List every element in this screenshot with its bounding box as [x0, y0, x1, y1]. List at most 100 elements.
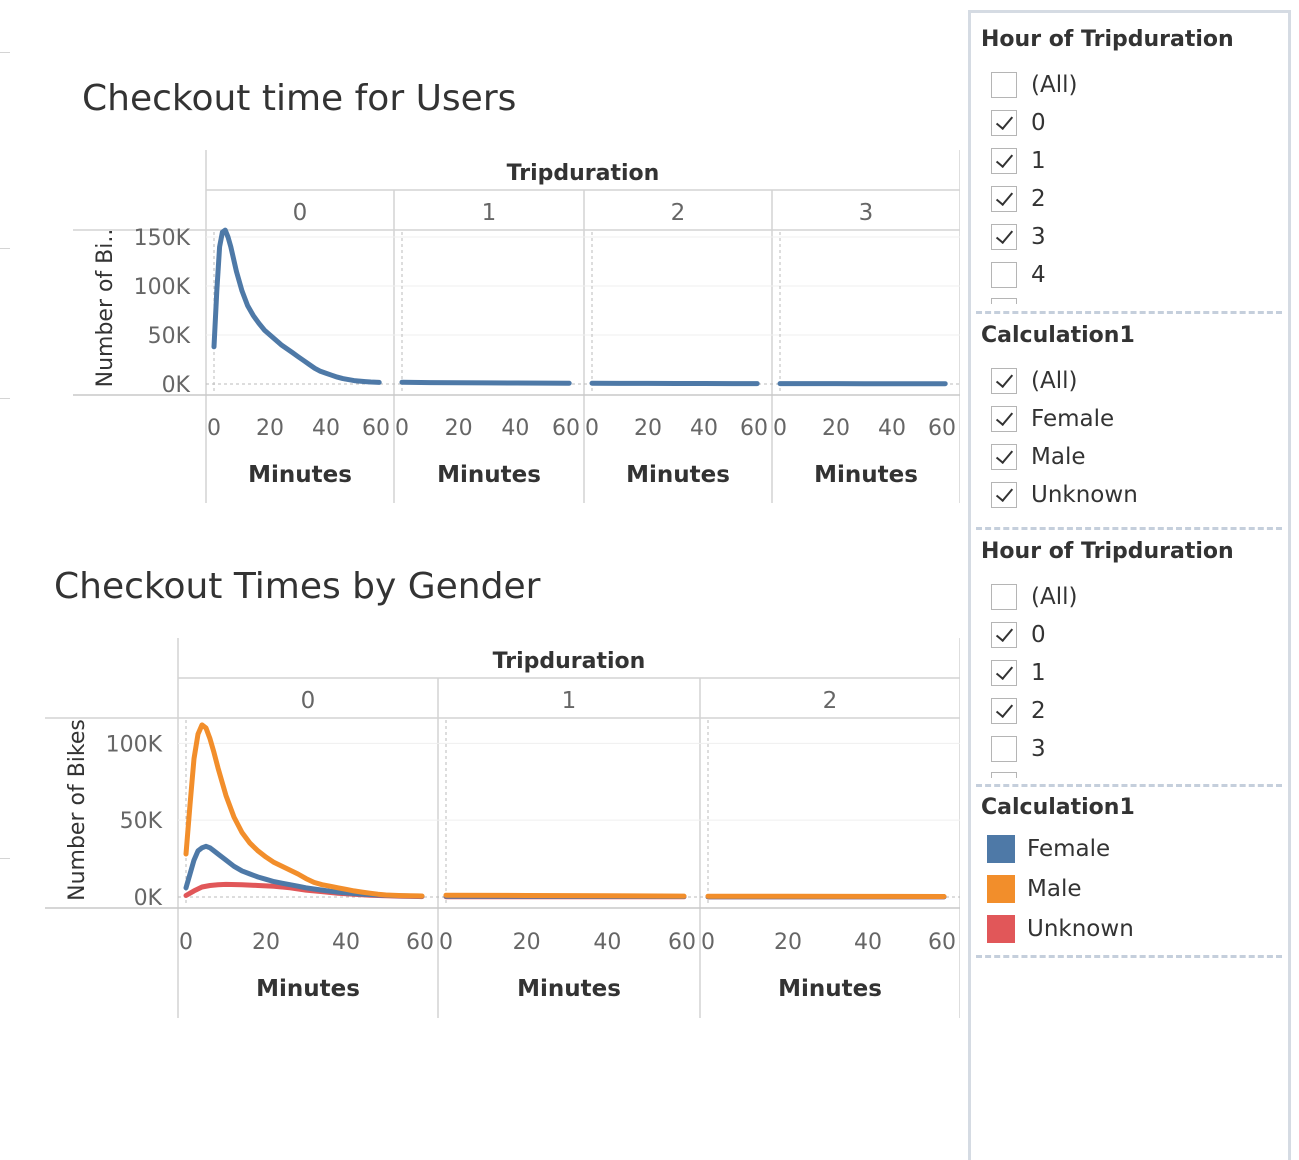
- y-tick-label: 50K: [120, 809, 163, 834]
- panel-header-label: 1: [482, 200, 497, 226]
- legend-label: Male: [1027, 876, 1081, 902]
- checkbox-checked[interactable]: [991, 444, 1017, 470]
- x-tick-label: 0: [585, 416, 599, 441]
- checkbox[interactable]: [991, 736, 1017, 762]
- filter-title-hour-1: Hour of Tripduration: [981, 27, 1234, 52]
- checkbox[interactable]: [991, 584, 1017, 610]
- x-tick-label: 60: [406, 930, 434, 955]
- option-label: 3: [1031, 224, 1046, 250]
- panel-separator: [976, 784, 1282, 787]
- filter-option-2[interactable]: 2: [991, 184, 1046, 214]
- filter-option-1[interactable]: 1: [991, 658, 1046, 688]
- filter-option-all[interactable]: (All): [991, 582, 1077, 612]
- legend-item-male[interactable]: Male: [987, 874, 1081, 904]
- filter-option-1[interactable]: 1: [991, 146, 1046, 176]
- x-tick-label: 20: [822, 416, 850, 441]
- checkbox-checked[interactable]: [991, 224, 1017, 250]
- y-tick-label: 100K: [134, 275, 191, 300]
- option-label: 3: [1031, 736, 1046, 762]
- filter-option-3[interactable]: 3: [991, 734, 1046, 764]
- filter-option-partial: [991, 772, 1031, 778]
- option-label: 4: [1031, 262, 1046, 288]
- option-label: 0: [1031, 622, 1046, 648]
- panel-separator: [976, 955, 1282, 958]
- option-label: (All): [1031, 584, 1077, 610]
- filter-option-female[interactable]: Female: [991, 404, 1114, 434]
- x-tick-label: 0: [207, 416, 221, 441]
- filter-option-2[interactable]: 2: [991, 696, 1046, 726]
- option-label: (All): [1031, 368, 1077, 394]
- x-tick-label: 0: [773, 416, 787, 441]
- y-tick-label: 50K: [148, 324, 191, 349]
- x-axis-title: Minutes: [248, 462, 352, 488]
- x-tick-label: 0: [395, 416, 409, 441]
- filter-option-all[interactable]: (All): [991, 366, 1077, 396]
- x-tick-label: 60: [552, 416, 580, 441]
- x-axis-title: Minutes: [517, 976, 621, 1002]
- panel-header-label: 1: [562, 688, 577, 714]
- x-tick-label: 40: [854, 930, 882, 955]
- checkbox-checked[interactable]: [991, 482, 1017, 508]
- legend-item-unknown[interactable]: Unknown: [987, 914, 1134, 944]
- filter-option-3[interactable]: 3: [991, 222, 1046, 252]
- x-tick-label: 20: [634, 416, 662, 441]
- filter-option-unknown[interactable]: Unknown: [991, 480, 1138, 510]
- checkbox-checked[interactable]: [991, 698, 1017, 724]
- y-tick-label: 100K: [106, 732, 163, 757]
- checkbox[interactable]: [991, 262, 1017, 288]
- y-axis-title: Number of Bi..: [93, 229, 118, 388]
- x-tick-label: 40: [501, 416, 529, 441]
- filter-title-hour-2: Hour of Tripduration: [981, 539, 1234, 564]
- legend-title: Calculation1: [981, 795, 1135, 820]
- panel-header-label: 0: [301, 688, 316, 714]
- x-tick-label: 20: [252, 930, 280, 955]
- checkbox-checked[interactable]: [991, 148, 1017, 174]
- x-tick-label: 40: [312, 416, 340, 441]
- checkbox-checked[interactable]: [991, 406, 1017, 432]
- x-tick-label: 60: [668, 930, 696, 955]
- x-tick-label: 40: [332, 930, 360, 955]
- x-axis-title: Minutes: [437, 462, 541, 488]
- x-tick-label: 0: [439, 930, 453, 955]
- legend-item-female[interactable]: Female: [987, 834, 1110, 864]
- x-tick-label: 40: [690, 416, 718, 441]
- filter-option-4[interactable]: 4: [991, 260, 1046, 290]
- option-label: 2: [1031, 698, 1046, 724]
- panel-separator: [976, 311, 1282, 314]
- filter-panel: Hour of Tripduration (All) 0 1 2 3 4 Cal…: [968, 10, 1291, 1160]
- filter-option-0[interactable]: 0: [991, 620, 1046, 650]
- x-tick-label: 40: [878, 416, 906, 441]
- filter-option-all[interactable]: (All): [991, 70, 1077, 100]
- checkbox-checked[interactable]: [991, 368, 1017, 394]
- series-line-female-panel-0: [186, 846, 422, 896]
- option-label: Female: [1031, 406, 1114, 432]
- x-tick-label: 60: [740, 416, 768, 441]
- x-tick-label: 60: [928, 930, 956, 955]
- checkbox[interactable]: [991, 72, 1017, 98]
- legend-swatch: [987, 835, 1015, 863]
- filter-option-0[interactable]: 0: [991, 108, 1046, 138]
- x-axis-title: Minutes: [814, 462, 918, 488]
- legend-swatch: [987, 875, 1015, 903]
- filter-option-male[interactable]: Male: [991, 442, 1085, 472]
- checkbox-checked[interactable]: [991, 622, 1017, 648]
- checkbox-checked[interactable]: [991, 660, 1017, 686]
- x-tick-label: 60: [362, 416, 390, 441]
- x-tick-label: 20: [513, 930, 541, 955]
- x-tick-label: 0: [179, 930, 193, 955]
- y-axis-title: Number of Bikes: [65, 719, 90, 901]
- option-label: (All): [1031, 72, 1077, 98]
- series-line-male-panel-1: [446, 895, 684, 896]
- x-axis-title: Minutes: [778, 976, 882, 1002]
- legend-label: Unknown: [1027, 916, 1134, 942]
- checkbox-checked[interactable]: [991, 186, 1017, 212]
- option-label: Unknown: [1031, 482, 1138, 508]
- checkbox-checked[interactable]: [991, 110, 1017, 136]
- filter-title-gender: Calculation1: [981, 323, 1135, 348]
- panel-separator: [976, 527, 1282, 530]
- x-axis-title: Minutes: [626, 462, 730, 488]
- legend-swatch: [987, 915, 1015, 943]
- x-tick-label: 20: [256, 416, 284, 441]
- checkbox-partial: [991, 772, 1017, 778]
